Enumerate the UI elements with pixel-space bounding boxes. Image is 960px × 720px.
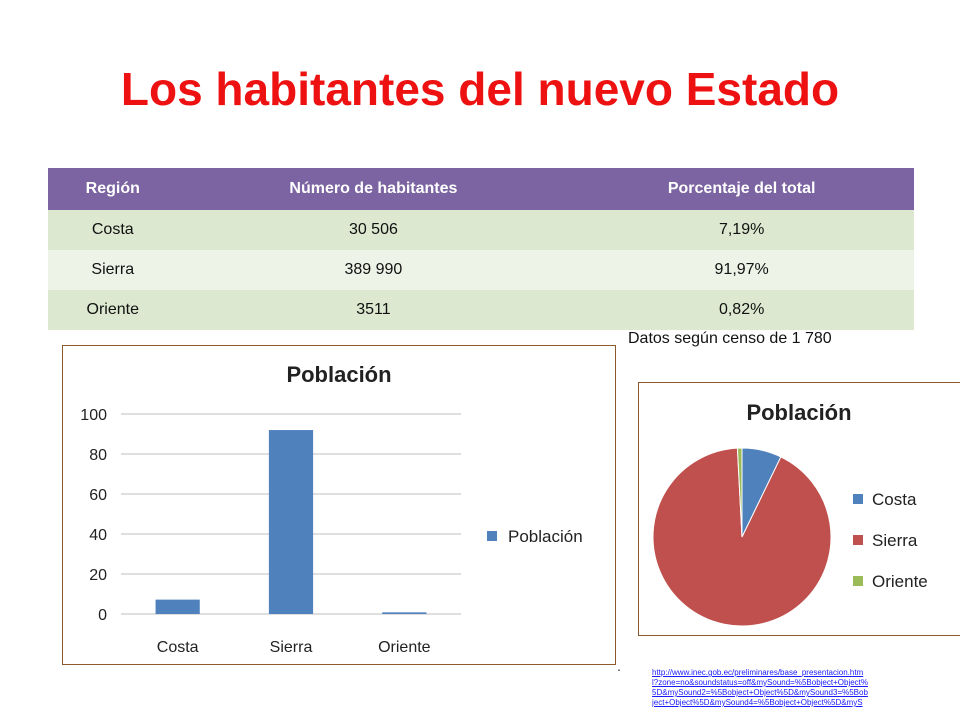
cell-inhabitants: 30 506 bbox=[177, 210, 570, 250]
bar-chart-title: Población bbox=[286, 362, 391, 387]
source-link[interactable]: http://www.inec.gob.ec/preliminares/base… bbox=[652, 668, 868, 707]
census-note: Datos según censo de 1 780 bbox=[628, 330, 832, 347]
cell-region: Costa bbox=[48, 210, 178, 250]
legend-swatch bbox=[853, 576, 863, 586]
y-tick-label: 20 bbox=[89, 567, 107, 584]
bar-chart: Población 0 20 40 60 80 100 Costa Sierra Orient… bbox=[62, 345, 616, 665]
table-row: Sierra 389 990 91,97% bbox=[48, 250, 914, 290]
bullet-dot: . bbox=[617, 658, 621, 674]
table-header-row: Región Número de habitantes Porcentaje d… bbox=[48, 168, 914, 210]
legend-swatch bbox=[487, 531, 497, 541]
cell-region: Sierra bbox=[48, 250, 178, 290]
population-table: Región Número de habitantes Porcentaje d… bbox=[48, 168, 914, 330]
x-tick-label: Costa bbox=[157, 639, 199, 656]
header-inhabitants: Número de habitantes bbox=[177, 168, 570, 210]
pie-chart-title: Población bbox=[746, 400, 851, 425]
bar bbox=[382, 612, 427, 614]
pie-chart: Población Costa Sierra Oriente bbox=[638, 382, 960, 636]
cell-inhabitants: 389 990 bbox=[177, 250, 570, 290]
legend-label: Población bbox=[508, 527, 583, 546]
table-row: Costa 30 506 7,19% bbox=[48, 210, 914, 250]
table-row: Oriente 3511 0,82% bbox=[48, 290, 914, 330]
y-tick-label: 0 bbox=[98, 607, 107, 624]
x-tick-label: Sierra bbox=[270, 639, 313, 656]
page-title: Los habitantes del nuevo Estado bbox=[120, 63, 840, 115]
header-percentage: Porcentaje del total bbox=[569, 168, 914, 210]
y-tick-label: 40 bbox=[89, 527, 107, 544]
legend-label: Oriente bbox=[872, 572, 928, 591]
pie-chart-svg: Población Costa Sierra Oriente bbox=[652, 400, 928, 627]
legend-swatch bbox=[853, 535, 863, 545]
cell-percentage: 91,97% bbox=[569, 250, 914, 290]
cell-percentage: 7,19% bbox=[569, 210, 914, 250]
legend-label: Costa bbox=[872, 490, 917, 509]
y-tick-label: 100 bbox=[80, 407, 107, 424]
bar bbox=[268, 430, 314, 614]
y-tick-label: 60 bbox=[89, 487, 107, 504]
header-region: Región bbox=[48, 168, 178, 210]
bar bbox=[155, 599, 200, 614]
cell-inhabitants: 3511 bbox=[177, 290, 570, 330]
pie-slice bbox=[652, 447, 832, 627]
cell-region: Oriente bbox=[48, 290, 178, 330]
legend-label: Sierra bbox=[872, 531, 918, 550]
pie-slice bbox=[736, 447, 743, 538]
cell-percentage: 0,82% bbox=[569, 290, 914, 330]
x-tick-label: Oriente bbox=[378, 639, 431, 656]
y-tick-label: 80 bbox=[89, 447, 107, 464]
bar-chart-svg: Población 0 20 40 60 80 100 Costa Sierra Orient… bbox=[80, 362, 583, 656]
legend-swatch bbox=[853, 494, 863, 504]
